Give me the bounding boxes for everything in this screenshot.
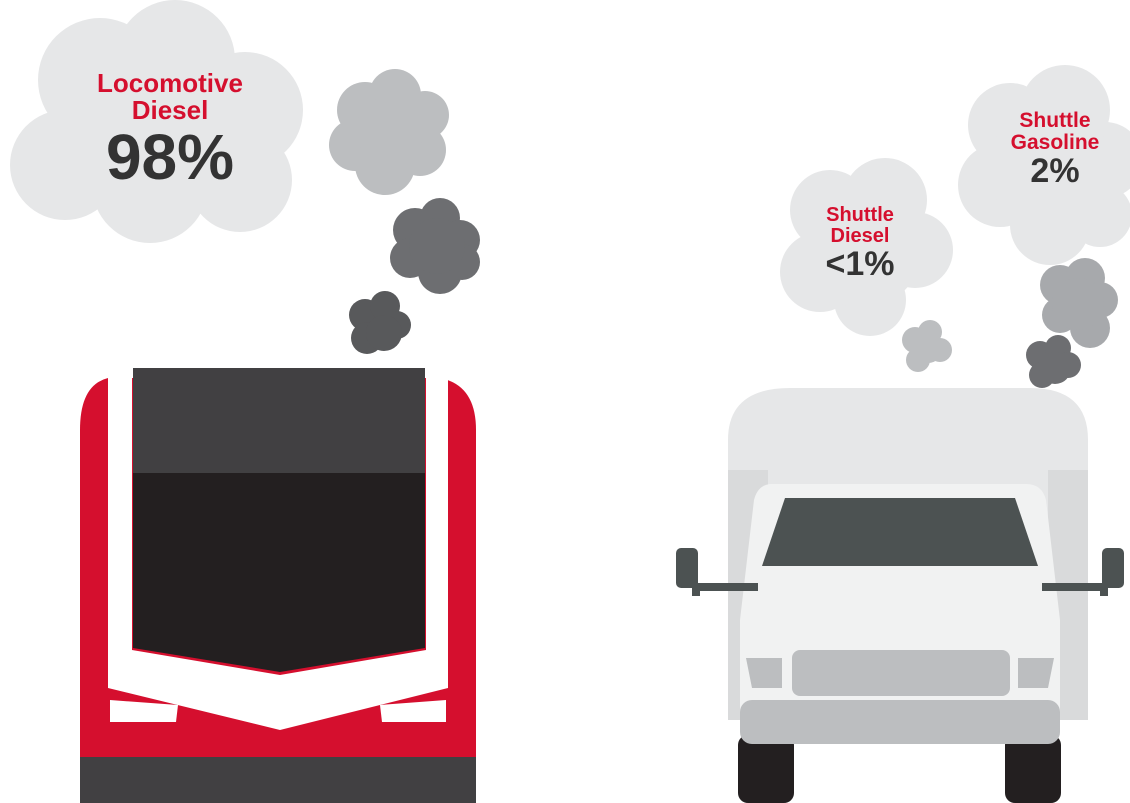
vehicle-name: Locomotive	[97, 68, 243, 98]
vehicle-name: Shuttle	[1019, 109, 1091, 132]
shuttle-bus-front	[676, 388, 1124, 803]
cloud-shuttle-gasoline	[958, 65, 1130, 265]
cloud-shuttle-diesel	[780, 158, 953, 336]
fuel-type: Diesel	[131, 95, 209, 126]
smoke-puff-shuttle-mid	[1040, 258, 1118, 348]
smoke-puff-shuttle-light	[902, 320, 952, 372]
fuel-percentage: 98%	[105, 120, 235, 193]
label-shuttle-gasoline: Shuttle Gasoline 2%	[990, 109, 1120, 191]
smoke-puff-small	[349, 291, 411, 354]
cloud-locomotive-diesel	[10, 0, 303, 243]
smoke-puff-large	[329, 69, 449, 195]
vehicle-name: Shuttle	[826, 204, 894, 226]
smoke-puff-medium	[390, 198, 480, 294]
fuel-percentage: 2%	[1030, 152, 1080, 191]
fuel-type: Diesel	[830, 225, 890, 247]
smoke-puff-shuttle-dark	[1026, 335, 1081, 388]
locomotive-front	[80, 368, 476, 803]
fuel-percentage: <1%	[825, 245, 895, 283]
fuel-type: Gasoline	[1010, 131, 1100, 155]
label-shuttle-diesel: Shuttle Diesel <1%	[795, 205, 925, 283]
label-locomotive-diesel: Locomotive Diesel 98%	[60, 68, 280, 193]
